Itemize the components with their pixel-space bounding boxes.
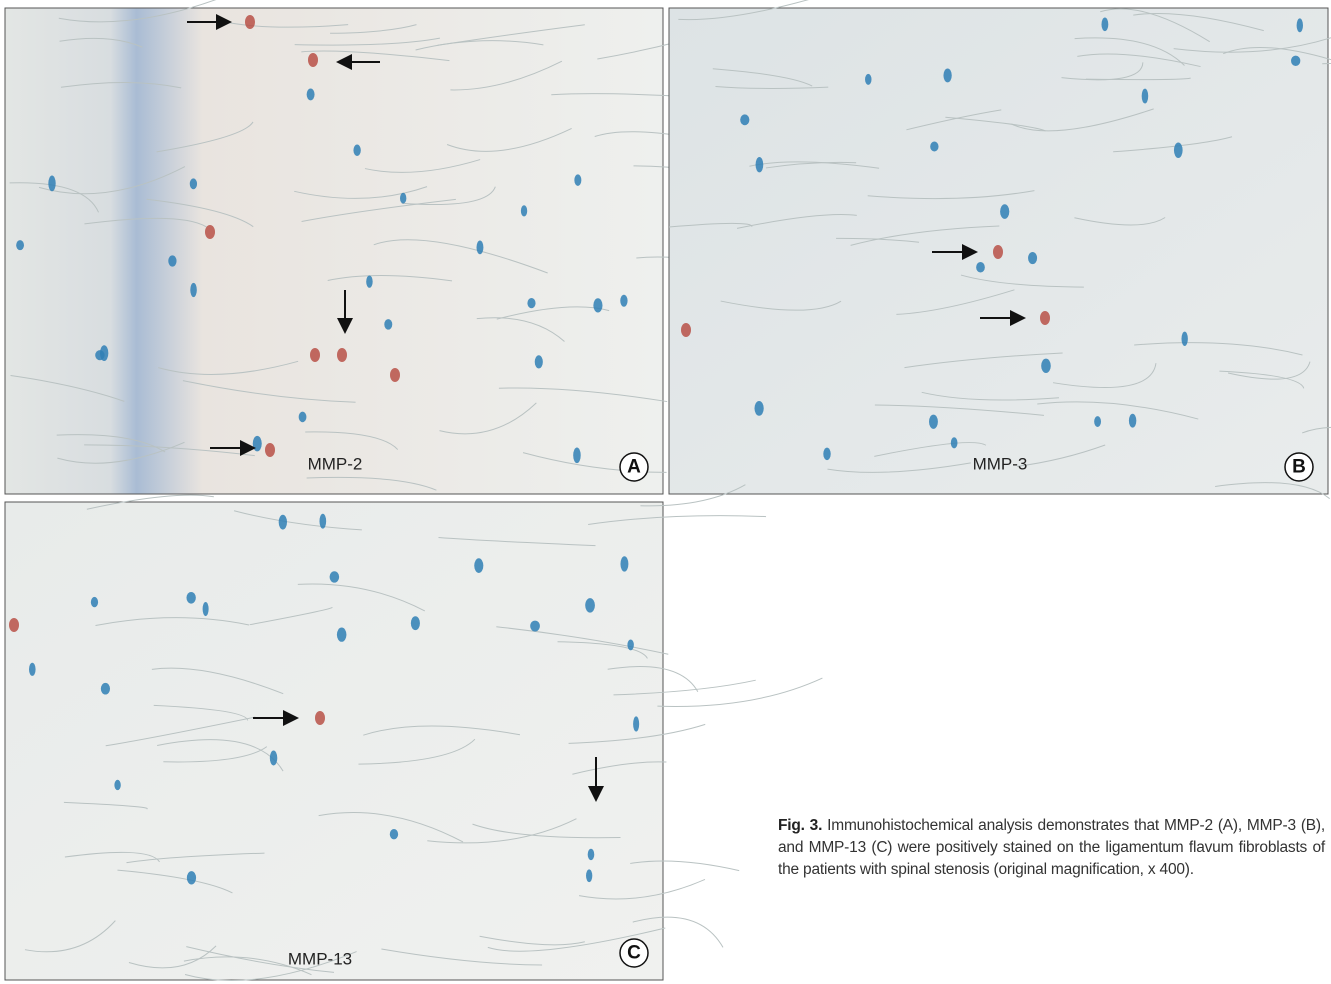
cell-nucleus: [521, 205, 527, 216]
cell-nucleus: [307, 88, 315, 100]
cell-nucleus: [91, 597, 98, 607]
cell-nucleus: [573, 447, 581, 463]
cell-nucleus: [186, 592, 195, 604]
cell-nucleus: [337, 628, 347, 642]
cell-nucleus: [411, 616, 420, 630]
stained-cell: [1040, 311, 1050, 325]
cell-nucleus: [633, 716, 639, 731]
caption-label: Fig. 3.: [778, 817, 822, 834]
cell-nucleus: [865, 74, 871, 85]
cell-nucleus: [279, 515, 287, 530]
cell-nucleus: [319, 514, 326, 529]
cell-nucleus: [1129, 414, 1136, 428]
cell-nucleus: [976, 262, 985, 273]
cell-nucleus: [114, 780, 120, 790]
cell-nucleus: [101, 683, 110, 695]
stained-cell: [315, 711, 325, 725]
cell-nucleus: [190, 178, 197, 189]
fiber: [657, 678, 822, 706]
stained-cell: [390, 368, 400, 382]
page: MMP-2 A MMP-3 B MMP-13 C Fig. 3. Immunohistoc…: [0, 0, 1331, 984]
cell-nucleus: [1291, 56, 1300, 66]
cell-nucleus: [756, 157, 764, 172]
cell-nucleus: [187, 871, 196, 884]
panel-label: B: [1292, 457, 1306, 478]
cell-nucleus: [574, 174, 581, 185]
stain-label: MMP-3: [973, 454, 1028, 473]
panel-label: C: [627, 943, 641, 964]
cell-nucleus: [930, 142, 938, 152]
cell-nucleus: [203, 602, 209, 616]
cell-nucleus: [29, 663, 36, 676]
cell-nucleus: [620, 295, 627, 307]
cell-nucleus: [366, 275, 372, 287]
cell-nucleus: [16, 240, 24, 250]
cell-nucleus: [1094, 416, 1101, 427]
stained-cell: [205, 225, 215, 239]
cell-nucleus: [620, 556, 628, 571]
stained-cell: [308, 53, 318, 67]
cell-nucleus: [943, 69, 951, 83]
cell-nucleus: [627, 639, 633, 650]
cell-nucleus: [951, 437, 958, 448]
cell-nucleus: [823, 448, 830, 460]
cell-nucleus: [270, 750, 277, 765]
cell-nucleus: [100, 345, 108, 361]
cell-nucleus: [527, 298, 535, 308]
cell-nucleus: [474, 558, 483, 573]
caption-text: Immunohistochemical analysis demonstrate…: [778, 817, 1325, 878]
caption: Fig. 3. Immunohistochemical analysis dem…: [778, 815, 1325, 881]
stained-cell: [310, 348, 320, 362]
cell-nucleus: [400, 193, 406, 204]
stained-cell: [993, 245, 1003, 259]
stain-label: MMP-2: [308, 454, 363, 473]
stain-label: MMP-13: [288, 949, 352, 968]
micrograph: [5, 8, 663, 494]
cell-nucleus: [530, 621, 540, 632]
stained-cell: [9, 618, 19, 632]
cell-nucleus: [585, 598, 595, 613]
stained-cell: [337, 348, 347, 362]
panel: MMP-2 A: [5, 0, 757, 494]
cell-nucleus: [1000, 204, 1009, 219]
cell-nucleus: [1041, 359, 1051, 373]
panel: MMP-3 B: [669, 0, 1331, 499]
cell-nucleus: [586, 869, 592, 882]
cell-nucleus: [1101, 17, 1108, 31]
cell-nucleus: [929, 415, 938, 429]
cell-nucleus: [384, 319, 392, 330]
panel: MMP-13 C: [5, 485, 822, 981]
cell-nucleus: [1181, 332, 1187, 346]
panel-label: A: [627, 457, 641, 478]
cell-nucleus: [190, 283, 197, 297]
cell-nucleus: [535, 355, 543, 368]
cell-nucleus: [1174, 142, 1183, 158]
cell-nucleus: [593, 298, 602, 312]
cell-nucleus: [1028, 252, 1037, 264]
cell-nucleus: [754, 401, 763, 416]
cell-nucleus: [299, 412, 307, 423]
stained-cell: [245, 15, 255, 29]
cell-nucleus: [353, 145, 360, 156]
cell-nucleus: [330, 571, 340, 582]
cell-nucleus: [48, 175, 55, 191]
cell-nucleus: [1297, 18, 1303, 32]
cell-nucleus: [740, 114, 749, 125]
stained-cell: [265, 443, 275, 457]
stained-cell: [681, 323, 691, 337]
cell-nucleus: [390, 829, 398, 839]
cell-nucleus: [477, 241, 484, 255]
cell-nucleus: [588, 849, 595, 860]
cell-nucleus: [168, 255, 176, 266]
cell-nucleus: [1142, 89, 1149, 104]
cell-nucleus: [253, 436, 262, 452]
